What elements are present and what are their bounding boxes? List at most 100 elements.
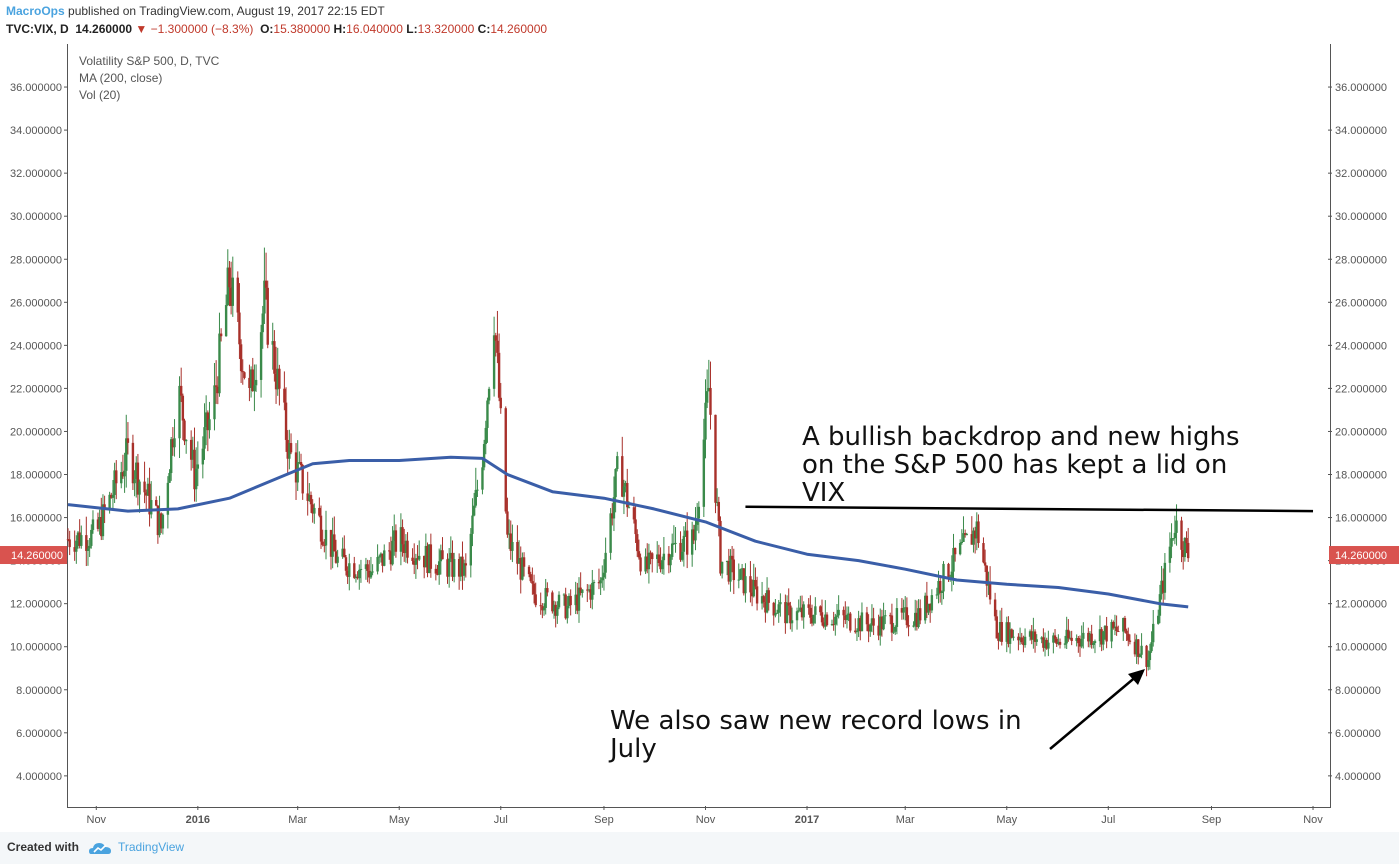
candle-body — [329, 529, 333, 557]
candle-body — [284, 402, 288, 440]
candle-body — [810, 617, 814, 624]
y-tick-label-left: 18.000000 — [10, 470, 62, 482]
annotation-bullish-line: on the S&P 500 has kept a lid on — [802, 450, 1228, 480]
candle-body — [133, 479, 136, 484]
candle-body — [684, 530, 687, 536]
price-chart[interactable]: 4.000000 4.000000 6.000000 6.000000 8.000000… — [0, 0, 1399, 832]
candle-body — [844, 615, 847, 621]
candle-body — [1058, 641, 1062, 645]
y-tick-label-left: 6.000000 — [16, 728, 62, 740]
chart-legend: Volatility S&P 500, D, TVC MA (200, clos… — [79, 53, 219, 104]
candle-body — [690, 529, 694, 555]
candle-body — [1052, 635, 1055, 643]
candle-body — [136, 462, 140, 495]
candle-body — [484, 427, 487, 445]
y-tick-label-left: 20.000000 — [10, 426, 62, 438]
candle-body — [602, 572, 606, 578]
candle-body — [381, 553, 384, 566]
candle-body — [702, 439, 706, 507]
candle-body — [1077, 638, 1080, 644]
candle-body — [161, 514, 165, 529]
candle-body — [196, 464, 200, 469]
candle-body — [784, 602, 787, 624]
candle-body — [166, 482, 170, 515]
candle-body — [614, 469, 617, 498]
candle-body — [800, 607, 804, 618]
candle-body — [1023, 636, 1027, 646]
candle-body — [206, 412, 210, 431]
candle-body — [286, 439, 289, 459]
candle-body — [847, 613, 850, 615]
candle-body — [671, 543, 674, 557]
tradingview-logo-icon[interactable] — [88, 840, 112, 856]
candle-body — [963, 533, 967, 535]
candle-body — [767, 590, 770, 603]
candle-body — [73, 547, 76, 552]
chart-frame[interactable] — [67, 44, 1331, 808]
candle-body — [334, 551, 338, 563]
candle-body — [509, 533, 512, 551]
candle-body — [1181, 549, 1185, 558]
candle-body — [662, 553, 666, 561]
author-name[interactable]: MacroOps — [6, 4, 65, 18]
candle-body — [449, 552, 453, 559]
candle-body — [685, 530, 689, 555]
candle-body — [189, 439, 193, 460]
y-tick-label-left: 12.000000 — [10, 599, 62, 611]
candle-body — [694, 524, 697, 541]
candle-body — [1005, 622, 1008, 642]
candle-body — [988, 582, 992, 600]
candle-body — [469, 533, 473, 566]
candle-body — [772, 602, 775, 616]
candle-body — [639, 557, 642, 572]
candle-body — [204, 412, 208, 428]
candle-body — [646, 556, 649, 570]
tradingview-brand[interactable]: TradingView — [118, 840, 185, 854]
candle-body — [263, 280, 266, 314]
candle-body — [131, 442, 135, 484]
x-tick-label: 2016 — [186, 814, 210, 826]
candle-body — [542, 607, 546, 611]
candle-body — [997, 638, 1000, 641]
candle-body — [193, 449, 196, 490]
candle-body — [859, 618, 862, 632]
candle-body — [950, 571, 954, 578]
candle-body — [511, 541, 514, 551]
candle-body — [1075, 638, 1078, 642]
candle-body — [236, 277, 239, 313]
candle-body — [795, 611, 799, 621]
y-tick-label-left: 8.000000 — [16, 685, 62, 697]
candle-body — [516, 541, 519, 564]
candle-body — [1082, 632, 1085, 639]
candle-body — [541, 606, 544, 611]
candle-body — [1148, 651, 1152, 661]
annotation-bullish-line: VIX — [802, 478, 846, 508]
candle-body — [123, 470, 126, 477]
candle-body — [612, 497, 616, 519]
candle-body — [184, 439, 188, 442]
candle-body — [283, 388, 286, 403]
candle-body — [626, 482, 629, 508]
price-tag-right — [1329, 546, 1399, 565]
candle-body — [609, 513, 612, 553]
candle-body — [476, 489, 479, 491]
candle-body — [879, 616, 882, 636]
y-tick-label-right: 24.000000 — [1335, 340, 1387, 352]
candle-body — [832, 624, 835, 626]
candle-body — [692, 529, 696, 541]
candle-body — [1067, 629, 1070, 639]
x-tick-label: May — [996, 814, 1017, 826]
candle-body — [91, 519, 95, 530]
candle-body — [546, 588, 549, 593]
candle-body — [155, 500, 158, 506]
candle-body — [835, 615, 839, 617]
candle-body — [492, 335, 496, 389]
high-label: H: — [333, 22, 347, 36]
candle-body — [439, 550, 443, 562]
quote-line: TVC:VIX, D 14.260000 ▼ −1.300000 (−8.3%)… — [6, 22, 547, 36]
candle-body — [311, 504, 314, 514]
candle-body — [343, 548, 346, 558]
candle-body — [364, 564, 368, 569]
candle-body — [323, 544, 326, 546]
candle-body — [532, 583, 536, 595]
